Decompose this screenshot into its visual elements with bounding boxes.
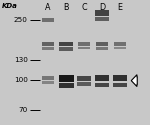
Text: E: E	[117, 3, 123, 12]
Bar	[58, 83, 74, 88]
Bar	[95, 17, 109, 21]
Bar	[96, 42, 108, 46]
Text: 250: 250	[14, 17, 28, 23]
Bar	[59, 42, 73, 46]
Bar	[77, 82, 91, 86]
Bar	[42, 42, 54, 46]
Bar	[114, 47, 126, 49]
FancyArrow shape	[131, 75, 137, 86]
Text: D: D	[99, 3, 105, 12]
Text: 70: 70	[18, 107, 28, 113]
Bar	[95, 82, 109, 87]
Bar	[42, 47, 54, 50]
Bar	[113, 75, 127, 81]
Bar	[95, 75, 109, 81]
Bar	[58, 75, 74, 82]
Text: B: B	[63, 3, 69, 12]
Bar	[59, 47, 73, 50]
Bar	[113, 82, 127, 87]
Bar	[78, 42, 90, 45]
Bar	[42, 18, 54, 22]
Bar	[78, 47, 90, 49]
Text: C: C	[81, 3, 87, 12]
Bar	[42, 81, 54, 84]
Bar	[96, 47, 108, 50]
Text: 100: 100	[14, 77, 28, 83]
Text: 130: 130	[14, 57, 28, 63]
Bar	[77, 76, 91, 81]
Bar	[114, 42, 126, 45]
Text: KDa: KDa	[2, 2, 17, 8]
Bar	[42, 76, 54, 80]
Bar	[95, 10, 109, 16]
Text: A: A	[45, 3, 51, 12]
